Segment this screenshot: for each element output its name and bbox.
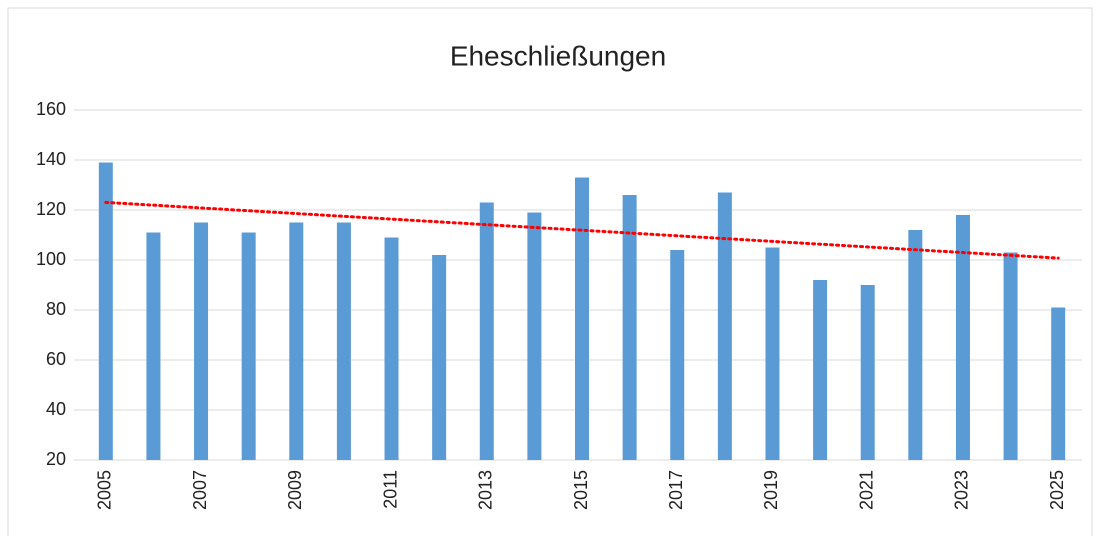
bar	[1003, 252, 1018, 460]
y-tick-label: 40	[46, 399, 66, 419]
bar	[98, 162, 113, 460]
x-tick-label: 2013	[476, 470, 496, 510]
bar	[860, 285, 875, 460]
bar	[670, 250, 685, 460]
bar	[955, 215, 970, 460]
y-tick-label: 80	[46, 299, 66, 319]
bar	[289, 222, 304, 460]
y-tick-label: 120	[36, 199, 66, 219]
bar	[765, 247, 780, 460]
x-tick-label: 2023	[952, 470, 972, 510]
bar	[146, 232, 161, 460]
y-tick-label: 160	[36, 99, 66, 119]
x-tick-label: 2007	[190, 470, 210, 510]
y-tick-label: 20	[46, 449, 66, 469]
x-tick-label: 2019	[761, 470, 781, 510]
y-tick-label: 100	[36, 249, 66, 269]
bar	[241, 232, 256, 460]
x-tick-label: 2025	[1047, 470, 1067, 510]
bar	[336, 222, 351, 460]
x-tick-label: 2011	[380, 470, 400, 509]
bar	[384, 237, 399, 460]
bar	[908, 230, 923, 460]
bar	[575, 177, 589, 460]
bar	[717, 192, 732, 460]
bar	[622, 195, 637, 460]
trend-line	[104, 200, 1060, 260]
chart-border	[7, 7, 1093, 536]
bar	[1051, 307, 1066, 460]
x-tick-label: 2015	[571, 470, 591, 510]
x-tick-label: 2021	[856, 470, 876, 510]
y-tick-label: 140	[36, 149, 66, 169]
bar	[432, 255, 447, 460]
bar	[527, 212, 542, 460]
bar	[813, 280, 828, 460]
bar	[194, 222, 209, 460]
x-tick-label: 2017	[666, 470, 686, 510]
y-tick-label: 60	[46, 349, 66, 369]
chart-title: Eheschließungen	[450, 40, 666, 71]
bar	[479, 202, 494, 460]
x-tick-label: 2009	[285, 470, 305, 510]
x-tick-label: 2005	[95, 470, 115, 510]
